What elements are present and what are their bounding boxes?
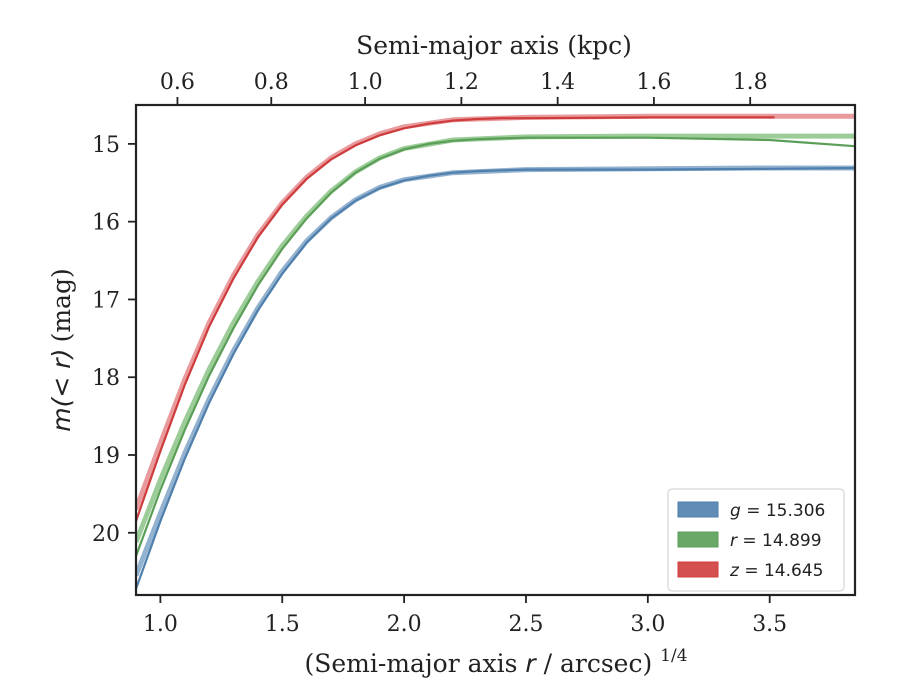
x-tick-label: 2.0 [387, 612, 422, 637]
top-x-tick-label: 1.8 [733, 70, 768, 95]
top-x-axis-label: Semi-major axis (kpc) [356, 31, 632, 60]
legend-swatch [677, 501, 719, 518]
legend-swatch [677, 531, 719, 548]
top-x-axis: 0.6 0.8 1.0 1.2 1.4 1.6 1.8 [160, 70, 768, 105]
top-x-tick-label: 0.6 [160, 70, 195, 95]
bottom-x-axis: 1.0 1.5 2.0 2.5 3.0 3.5 [143, 595, 787, 637]
legend-label: g = 15.306 [730, 501, 825, 521]
x-tick-label: 3.0 [630, 612, 665, 637]
y-tick-label: 17 [92, 288, 120, 313]
series-line-g [136, 166, 855, 590]
legend-item-r: r = 14.899 [677, 531, 822, 551]
x-label-prefix: (Semi-major axis [304, 649, 517, 678]
top-x-tick-label: 1.2 [444, 70, 479, 95]
x-tick-label: 3.5 [752, 612, 787, 637]
y-tick-label: 15 [92, 133, 120, 158]
top-x-tick-label: 1.0 [348, 70, 383, 95]
y-label-unit: (mag) [47, 268, 76, 342]
x-tick-label: 1.5 [265, 612, 300, 637]
y-label-quantity: m(< r) [47, 349, 76, 432]
plot-frame [134, 103, 857, 597]
y-axis: 15 16 17 18 19 20 [92, 133, 136, 547]
x-label-exponent: 1/4 [660, 646, 687, 666]
y-tick-label: 20 [92, 522, 120, 547]
bottom-x-axis-label: (Semi-major axis r / arcsec) 1/4 [304, 646, 687, 678]
legend-item-z: z = 14.645 [677, 561, 823, 581]
legend: g = 15.306 r = 14.899 z = 14.645 [667, 488, 845, 592]
x-tick-label: 2.5 [508, 612, 543, 637]
y-tick-label: 18 [92, 366, 120, 391]
top-x-tick-label: 1.6 [636, 70, 671, 95]
legend-swatch [677, 561, 719, 578]
top-x-tick-label: 0.8 [254, 70, 289, 95]
data-series [136, 116, 855, 590]
model-line-r [136, 133, 855, 544]
y-tick-label: 16 [92, 211, 120, 236]
legend-item-g: g = 15.306 [677, 501, 825, 521]
legend-label: r = 14.899 [730, 531, 822, 551]
series-line-r [136, 136, 855, 557]
y-axis-label: m(< r) (mag) [47, 268, 76, 431]
legend-label: z = 14.645 [729, 561, 823, 581]
y-tick-label: 19 [92, 444, 120, 469]
series-line-z [136, 116, 775, 522]
x-tick-label: 1.0 [143, 612, 178, 637]
top-x-tick-label: 1.4 [540, 70, 575, 95]
x-label-variable: r [525, 649, 537, 678]
model-line-z [136, 113, 855, 511]
x-label-tail: / arcsec) [544, 649, 653, 678]
